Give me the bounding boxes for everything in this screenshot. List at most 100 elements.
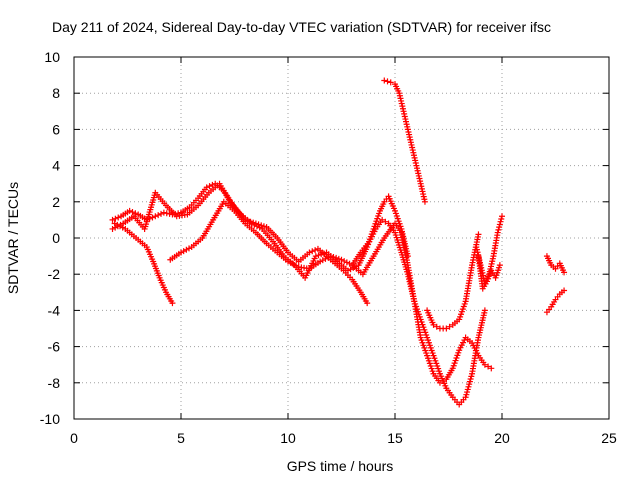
interp-point: [129, 209, 136, 216]
interp-point: [495, 226, 502, 233]
interp-point: [341, 258, 348, 265]
interp-point: [312, 247, 319, 254]
interp-point: [206, 183, 213, 190]
interp-point: [283, 247, 290, 254]
interp-point: [408, 141, 415, 148]
interp-point: [423, 350, 430, 357]
interp-point: [446, 323, 453, 330]
interp-point: [466, 378, 473, 385]
interp-point: [468, 264, 475, 271]
interp-point: [186, 245, 193, 252]
interp-point: [314, 259, 321, 266]
interp-point: [347, 266, 354, 273]
data-point: [109, 225, 116, 232]
interp-point: [550, 263, 557, 270]
interp-point: [155, 272, 162, 279]
data-point: [160, 209, 167, 216]
interp-point: [384, 78, 391, 85]
interp-point: [293, 262, 300, 269]
interp-point: [250, 227, 257, 234]
interp-point: [181, 211, 188, 218]
interp-point: [416, 313, 423, 320]
interp-point: [225, 196, 232, 203]
interp-point: [465, 383, 472, 390]
interp-point: [347, 274, 354, 281]
interp-point: [371, 228, 378, 235]
interp-point: [197, 236, 204, 243]
interp-point: [489, 255, 496, 262]
interp-point: [436, 368, 443, 375]
interp-point: [369, 255, 376, 262]
interp-point: [395, 87, 402, 94]
y-tick-label: -4: [48, 302, 61, 318]
x-tick-label: 0: [70, 430, 78, 446]
y-tick-labels: -10 -8 -6 -4 -2 0 2 4 6 8 10: [40, 49, 60, 427]
interp-point: [161, 200, 168, 207]
series-track-a: [109, 180, 371, 307]
interp-point: [498, 215, 505, 222]
interp-point: [155, 212, 162, 219]
interp-point: [496, 221, 503, 228]
interp-point: [192, 197, 199, 204]
interp-point: [480, 359, 487, 366]
x-tick-label: 5: [177, 430, 185, 446]
interp-point: [454, 318, 461, 325]
interp-point: [303, 265, 310, 272]
series-track-j: [543, 253, 568, 276]
interp-point: [168, 297, 175, 304]
interp-point: [128, 214, 135, 221]
interp-point: [482, 280, 489, 287]
interp-point: [343, 259, 350, 266]
interp-point: [497, 218, 504, 225]
interp-point: [304, 251, 311, 258]
series-track-i: [475, 253, 503, 292]
interp-point: [412, 160, 419, 167]
interp-point: [251, 221, 258, 228]
interp-point: [382, 218, 389, 225]
series-track-g: [424, 231, 482, 332]
interp-point: [404, 268, 411, 275]
grid-lines: [74, 57, 609, 419]
data-points: [109, 77, 568, 408]
interp-point: [485, 275, 492, 282]
x-tick-label: 25: [601, 430, 617, 446]
interp-point: [468, 373, 475, 380]
interp-point: [290, 261, 297, 268]
interp-point: [180, 248, 187, 255]
interp-point: [455, 349, 462, 356]
interp-point: [333, 254, 340, 261]
interp-point: [346, 260, 353, 267]
series-track-d: [167, 198, 495, 386]
interp-point: [184, 205, 191, 212]
interp-point: [461, 337, 468, 344]
interp-point: [149, 214, 156, 221]
interp-point: [268, 236, 275, 243]
interp-point: [440, 325, 447, 332]
x-axis-label: GPS time / hours: [287, 458, 394, 474]
interp-point: [464, 389, 471, 396]
interp-point: [496, 224, 503, 231]
interp-point: [311, 255, 318, 262]
interp-point: [240, 218, 247, 225]
interp-point: [461, 300, 468, 307]
interp-point: [141, 242, 148, 249]
interp-point: [112, 215, 119, 222]
interp-point: [559, 267, 566, 274]
interp-point: [320, 250, 327, 257]
x-tick-label: 15: [387, 430, 403, 446]
interp-point: [546, 306, 553, 313]
interp-point: [322, 255, 329, 262]
interp-point: [315, 252, 322, 259]
interp-point: [171, 211, 178, 218]
interp-point: [486, 273, 493, 280]
interp-point: [404, 123, 411, 130]
interp-point: [161, 286, 168, 293]
series-track-e: [349, 216, 488, 408]
interp-point: [115, 214, 122, 221]
interp-point: [474, 233, 481, 240]
interp-point: [119, 224, 126, 231]
y-tick-label: 6: [52, 121, 60, 137]
interp-point: [481, 309, 488, 316]
interp-point: [201, 186, 208, 193]
interp-point: [494, 232, 501, 239]
